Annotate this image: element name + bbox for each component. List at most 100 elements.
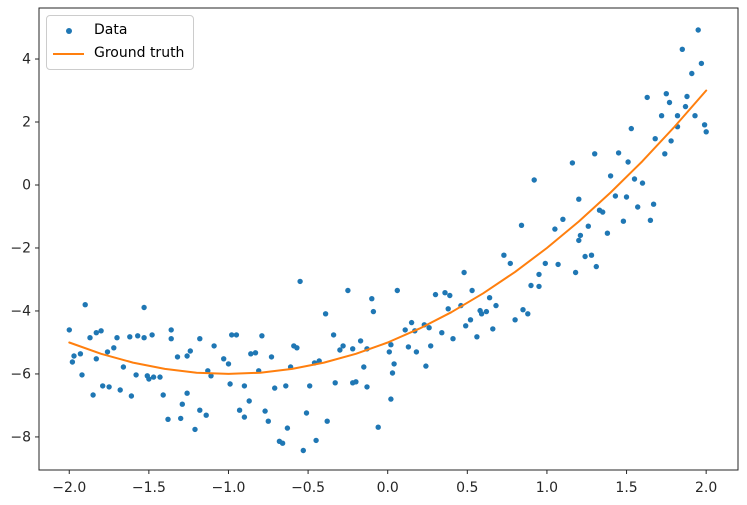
scatter-point bbox=[90, 392, 96, 398]
scatter-point bbox=[507, 260, 513, 267]
x-tick-label: 2.0 bbox=[695, 480, 717, 496]
y-tick-label: 2 bbox=[22, 115, 31, 131]
scatter-point bbox=[297, 278, 303, 285]
scatter-point bbox=[87, 335, 93, 341]
scatter-point bbox=[391, 361, 397, 367]
scatter-point bbox=[179, 401, 185, 407]
scatter-point bbox=[650, 201, 657, 207]
scatter-point bbox=[187, 348, 193, 354]
scatter-point bbox=[525, 311, 531, 317]
scatter-point bbox=[227, 381, 233, 387]
plot-border bbox=[38, 7, 739, 471]
scatter-point bbox=[658, 113, 665, 119]
scatter-point bbox=[225, 361, 232, 367]
scatter-point bbox=[246, 398, 252, 404]
scatter-point bbox=[133, 372, 139, 378]
x-tick-label: −0.5 bbox=[291, 480, 325, 496]
scatter-point bbox=[439, 330, 445, 336]
scatter-point bbox=[423, 363, 429, 369]
x-tick-label: 1.5 bbox=[615, 480, 637, 496]
scatter-point bbox=[666, 99, 673, 106]
scatter-point bbox=[483, 308, 490, 315]
scatter-point bbox=[197, 336, 203, 342]
x-tick-label: −1.5 bbox=[132, 480, 166, 496]
scatter-point bbox=[569, 160, 576, 166]
scatter-point bbox=[432, 291, 439, 298]
scatter-point bbox=[426, 325, 432, 331]
scatter-point bbox=[303, 410, 310, 416]
scatter-point bbox=[445, 306, 451, 312]
scatter-point bbox=[178, 415, 184, 422]
scatter-point bbox=[375, 424, 381, 430]
scatter-point bbox=[615, 150, 622, 156]
scatter-point bbox=[168, 327, 174, 333]
scatter-point bbox=[300, 447, 306, 454]
scatter-point bbox=[248, 351, 254, 357]
scatter-point bbox=[698, 60, 705, 67]
scatter-point bbox=[450, 336, 456, 342]
scatter-point bbox=[337, 347, 343, 353]
scatter-point bbox=[582, 253, 588, 260]
scatter-point bbox=[593, 263, 599, 270]
scatter-point bbox=[585, 223, 591, 229]
scatter-point bbox=[71, 353, 77, 359]
scatter-point bbox=[695, 27, 701, 33]
scatter-point bbox=[600, 209, 606, 215]
scatter-point bbox=[682, 103, 689, 110]
scatter-point bbox=[98, 328, 104, 334]
legend-entry-data: Data bbox=[53, 21, 184, 40]
scatter-point bbox=[104, 349, 111, 355]
scatter-point bbox=[369, 296, 375, 302]
line-sample-icon bbox=[53, 52, 84, 55]
scatter-point bbox=[252, 350, 259, 356]
scatter-point bbox=[184, 353, 190, 359]
scatter-point bbox=[520, 307, 526, 313]
scatter-point bbox=[674, 113, 681, 119]
scatter-point bbox=[345, 287, 351, 294]
legend-entry-ground-truth: Ground truth bbox=[53, 44, 184, 63]
y-tick-label: 4 bbox=[22, 52, 31, 68]
scatter-point bbox=[623, 194, 630, 200]
scatter-point bbox=[284, 425, 291, 431]
y-tick-label: 0 bbox=[22, 177, 31, 193]
scatter-point bbox=[405, 344, 412, 350]
scatter-point bbox=[208, 373, 214, 379]
scatter-point bbox=[106, 384, 112, 390]
scatter-point bbox=[361, 364, 367, 370]
scatter-point bbox=[635, 204, 641, 210]
scatter-point bbox=[150, 374, 157, 380]
scatter-point bbox=[233, 332, 240, 338]
scatter-point bbox=[607, 173, 614, 179]
y-tick-label: −8 bbox=[10, 429, 31, 445]
scatter-point bbox=[612, 193, 619, 199]
scatter-point bbox=[160, 392, 166, 398]
scatter-point bbox=[493, 302, 499, 309]
scatter-point bbox=[388, 396, 394, 402]
scatter-point bbox=[386, 349, 392, 355]
y-tick-label: −4 bbox=[10, 303, 31, 319]
scatter-point bbox=[644, 94, 650, 101]
scatter-point bbox=[486, 295, 493, 301]
scatter-point bbox=[157, 374, 163, 380]
scatter-point bbox=[353, 379, 359, 385]
scatter-point bbox=[572, 269, 579, 276]
scatter-point bbox=[689, 70, 695, 77]
scatter-point bbox=[552, 226, 558, 232]
scatter-point bbox=[447, 292, 453, 299]
scatter-point bbox=[283, 383, 289, 389]
scatter-point bbox=[663, 91, 669, 97]
scatter-point bbox=[577, 232, 584, 239]
scatter-point bbox=[174, 354, 181, 360]
legend-handle bbox=[53, 27, 84, 34]
scatter-point bbox=[639, 180, 646, 186]
scatter-point bbox=[141, 335, 147, 341]
scatter-point bbox=[168, 336, 174, 342]
scatter-point bbox=[322, 311, 329, 317]
scatter-point bbox=[364, 384, 370, 390]
scatter-point bbox=[265, 418, 271, 424]
scatter-point bbox=[324, 418, 330, 424]
scatter-point bbox=[114, 335, 120, 341]
scatter-point bbox=[211, 343, 217, 349]
scatter-point bbox=[93, 356, 100, 362]
